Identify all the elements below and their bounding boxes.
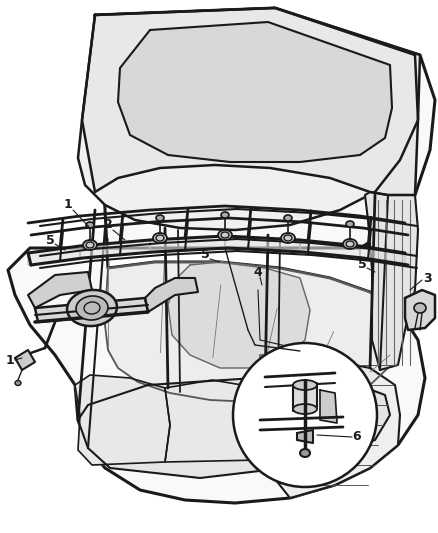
Polygon shape [365, 192, 418, 370]
Polygon shape [360, 246, 405, 265]
Ellipse shape [76, 296, 108, 320]
Ellipse shape [346, 221, 354, 227]
Ellipse shape [86, 222, 94, 228]
Polygon shape [165, 380, 265, 462]
Polygon shape [297, 430, 313, 443]
Text: 5: 5 [201, 248, 209, 262]
Ellipse shape [284, 215, 292, 221]
Ellipse shape [414, 303, 426, 313]
Ellipse shape [343, 239, 357, 249]
Polygon shape [168, 262, 310, 368]
Ellipse shape [293, 404, 317, 414]
Polygon shape [28, 246, 80, 265]
Text: 1: 1 [6, 353, 14, 367]
Polygon shape [300, 240, 360, 258]
Circle shape [233, 343, 377, 487]
Text: 3: 3 [423, 271, 431, 285]
Ellipse shape [15, 381, 21, 385]
Polygon shape [78, 378, 390, 478]
Polygon shape [8, 8, 435, 503]
Polygon shape [118, 22, 392, 162]
Polygon shape [260, 355, 400, 498]
Polygon shape [405, 290, 435, 330]
Ellipse shape [153, 233, 167, 243]
Ellipse shape [293, 380, 317, 390]
Ellipse shape [281, 233, 295, 243]
Polygon shape [35, 298, 148, 322]
Ellipse shape [218, 230, 232, 240]
Polygon shape [150, 236, 225, 252]
Ellipse shape [300, 449, 310, 457]
Text: 5: 5 [46, 233, 54, 246]
Polygon shape [82, 8, 418, 195]
Ellipse shape [83, 240, 97, 250]
Polygon shape [320, 390, 337, 423]
Text: 5: 5 [357, 259, 366, 271]
Ellipse shape [221, 212, 229, 218]
Text: 4: 4 [254, 265, 262, 279]
Polygon shape [225, 236, 300, 252]
Text: 6: 6 [353, 431, 361, 443]
Ellipse shape [156, 215, 164, 221]
Polygon shape [145, 278, 198, 312]
Polygon shape [293, 383, 317, 411]
Text: 1: 1 [64, 198, 72, 212]
Ellipse shape [67, 290, 117, 326]
Polygon shape [15, 350, 35, 370]
Polygon shape [28, 272, 92, 308]
Polygon shape [78, 8, 420, 230]
Polygon shape [105, 262, 395, 402]
Polygon shape [75, 375, 170, 465]
Text: 2: 2 [104, 219, 113, 231]
Polygon shape [80, 240, 150, 258]
